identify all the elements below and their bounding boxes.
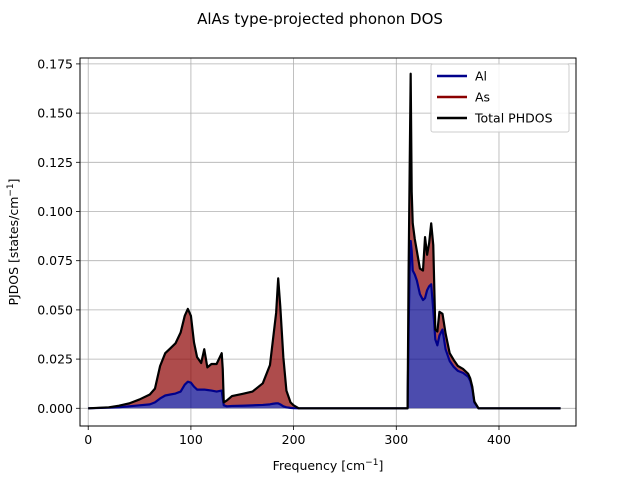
legend: Al As Total PHDOS [430, 63, 570, 133]
axis-ticks: 0 100 200 300 400 0.000 0.025 0.050 0.075 0.100 0.… [37, 56, 511, 447]
chart-title: AlAs type-projected phonon DOS [197, 10, 443, 28]
x-tick-label: 400 [487, 432, 511, 447]
area-al [88, 241, 561, 409]
x-tick-label: 0 [84, 432, 92, 447]
x-tick-label: 100 [179, 432, 203, 447]
y-tick-label: 0.150 [37, 106, 73, 121]
y-tick-label: 0.000 [37, 401, 73, 416]
y-tick-label: 0.100 [37, 204, 73, 219]
series-lines [88, 72, 561, 410]
grid-lines [80, 58, 576, 426]
area-as [88, 73, 561, 409]
legend-label-al: Al [475, 69, 487, 84]
legend-label-total: Total PHDOS [474, 111, 553, 126]
x-axis-label: Frequency [cm−1] [273, 458, 384, 473]
y-tick-label: 0.175 [37, 56, 73, 71]
y-axis-label: PJDOS [states/cm−1] [6, 178, 21, 305]
x-tick-label: 300 [384, 432, 408, 447]
x-tick-label: 200 [282, 432, 306, 447]
legend-box [430, 63, 570, 133]
line-total [88, 72, 561, 410]
line-al [88, 239, 561, 410]
plot-frame [79, 57, 577, 427]
area-fills [88, 73, 561, 409]
y-tick-label: 0.125 [37, 155, 73, 170]
legend-label-as: As [475, 90, 490, 105]
y-tick-label: 0.075 [37, 253, 73, 268]
y-tick-label: 0.050 [37, 302, 73, 317]
y-tick-label: 0.025 [37, 352, 73, 367]
